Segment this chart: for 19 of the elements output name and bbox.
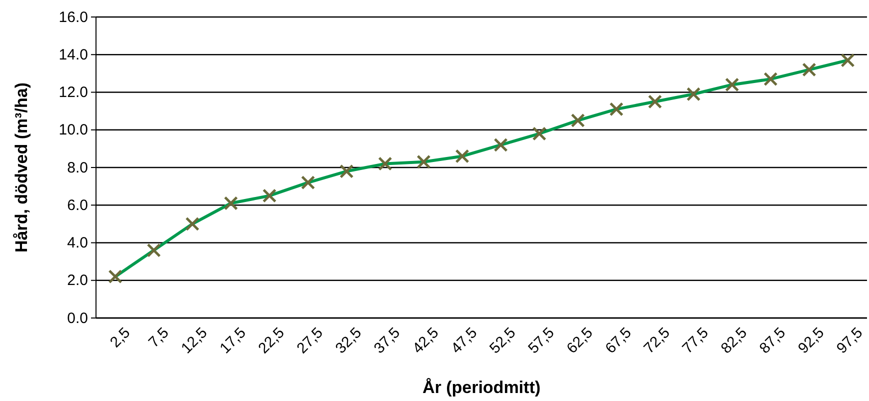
x-tick-label: 2,5	[106, 324, 134, 352]
y-tick-label: 8.0	[67, 159, 88, 176]
y-axis-title: Hård, dödved (m³/ha)	[12, 82, 31, 253]
x-tick-label: 47,5	[448, 324, 481, 358]
x-tick-label: 67,5	[602, 324, 635, 358]
y-tick-label: 4.0	[67, 234, 88, 252]
y-tick-label: 16.0	[58, 8, 88, 26]
x-tick-label: 62,5	[564, 324, 596, 358]
y-tick-label: 10.0	[58, 122, 88, 139]
y-tick-label: 12.0	[58, 84, 88, 102]
x-tick-label: 72,5	[640, 324, 674, 358]
y-tick-label: 14.0	[58, 46, 88, 64]
x-tick-label: 42,5	[409, 324, 442, 358]
x-axis-title: År (periodmitt)	[422, 378, 541, 397]
x-tick-label: 7,5	[145, 324, 172, 352]
x-tick-label: 77,5	[679, 324, 712, 358]
y-tick-label: 2.0	[67, 272, 88, 290]
y-tick-label: 0.0	[67, 310, 88, 327]
y-tick-label: 6.0	[67, 196, 88, 214]
